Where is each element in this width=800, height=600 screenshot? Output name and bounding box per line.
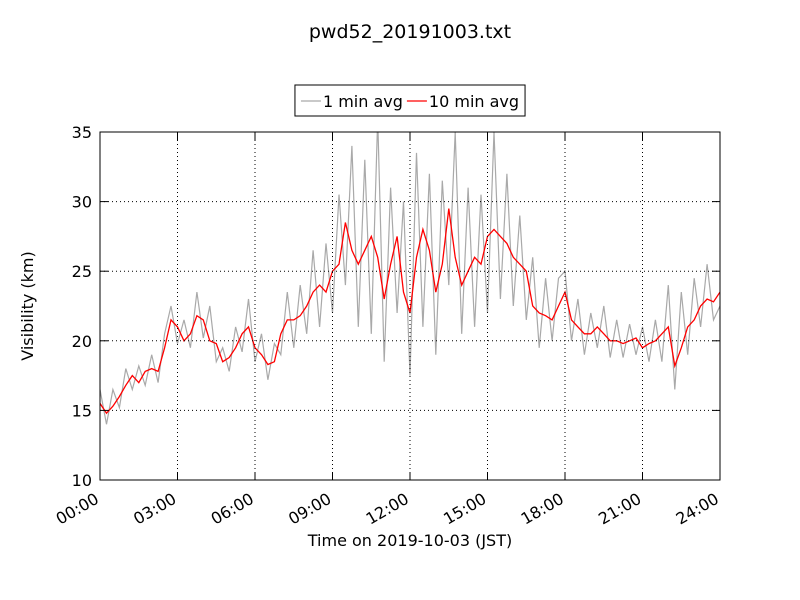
x-tick-label: 03:00 [130, 489, 179, 529]
line-series [100, 132, 720, 425]
legend: 1 min avg 10 min avg [294, 84, 526, 117]
x-axis-label: Time on 2019-10-03 (JST) [307, 531, 512, 550]
x-tick-label: 21:00 [595, 489, 644, 529]
y-tick-label: 15 [72, 401, 92, 420]
x-tick-label: 06:00 [208, 489, 257, 529]
legend-label: 10 min avg [429, 92, 519, 111]
y-tick-label: 20 [72, 332, 92, 351]
y-axis-label: Visibility (km) [18, 251, 37, 360]
plot-frame [99, 131, 721, 481]
x-tick-label: 12:00 [363, 489, 412, 529]
line-series [100, 208, 720, 415]
x-tick-label: 00:00 [53, 489, 102, 529]
y-tick-label: 35 [72, 123, 92, 142]
legend-label: 1 min avg [323, 92, 403, 111]
x-tick-label: 09:00 [285, 489, 334, 529]
y-tick-label: 25 [72, 262, 92, 281]
y-tick-label: 10 [72, 471, 92, 490]
x-tick-label: 18:00 [518, 489, 567, 529]
y-tick-label: 30 [72, 193, 92, 212]
x-tick-label: 24:00 [673, 489, 722, 529]
x-tick-label: 15:00 [440, 489, 489, 529]
chart-title: pwd52_20191003.txt [309, 21, 511, 43]
